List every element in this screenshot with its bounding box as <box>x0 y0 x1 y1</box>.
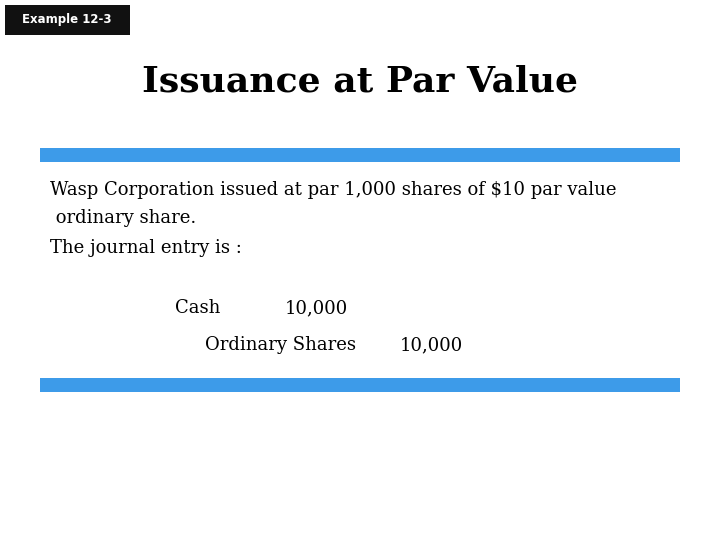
Bar <box>40 378 680 392</box>
Bar <box>40 148 680 162</box>
Text: Example 12-3: Example 12-3 <box>22 14 112 26</box>
Text: Issuance at Par Value: Issuance at Par Value <box>142 65 578 99</box>
Bar <box>5 5 130 35</box>
Text: Wasp Corporation issued at par 1,000 shares of $10 par value: Wasp Corporation issued at par 1,000 sha… <box>50 181 616 199</box>
Text: Cash: Cash <box>175 299 220 317</box>
Text: ordinary share.: ordinary share. <box>50 209 197 227</box>
Text: 10,000: 10,000 <box>285 299 348 317</box>
Text: Ordinary Shares: Ordinary Shares <box>205 336 356 354</box>
Text: The journal entry is :: The journal entry is : <box>50 239 242 257</box>
Text: 10,000: 10,000 <box>400 336 463 354</box>
